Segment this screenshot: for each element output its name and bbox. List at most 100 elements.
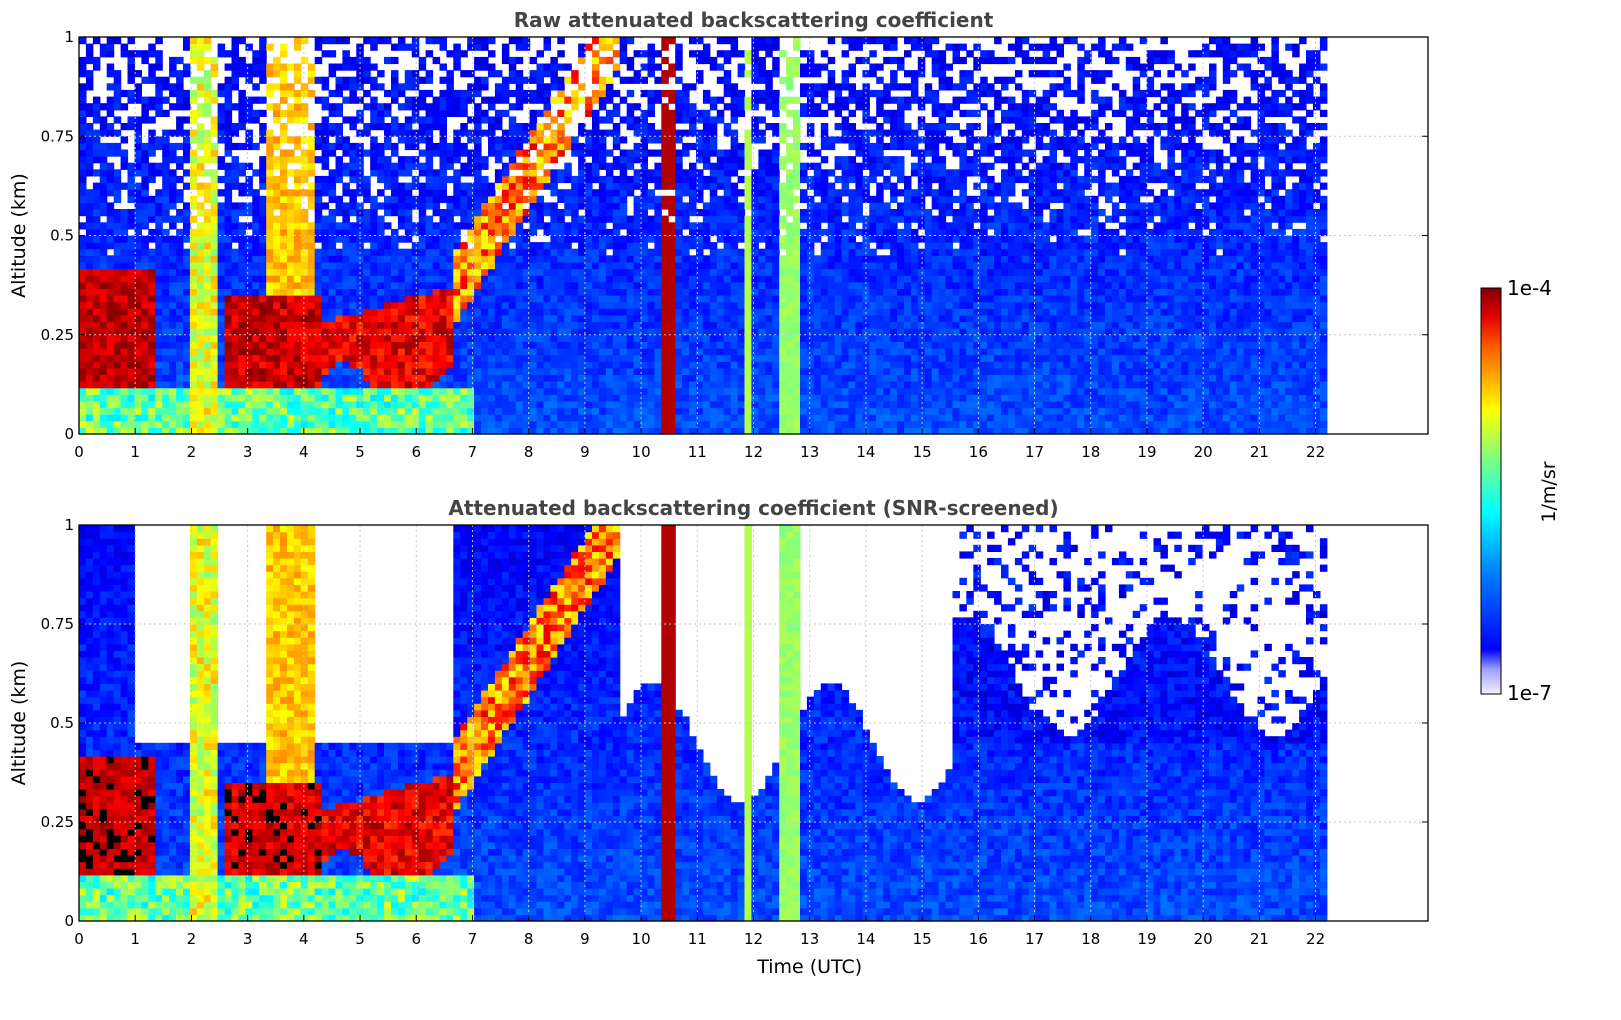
heatmap-cell [134,427,142,435]
heatmap-cell [557,228,565,237]
heatmap-cell [397,295,406,303]
heatmap-cell [120,50,129,58]
heatmap-cell [148,262,156,270]
heatmap-cell [404,202,413,210]
heatmap-cell [349,116,357,124]
heatmap-cell [120,182,129,190]
heatmap-cell [654,255,662,263]
heatmap-cell [758,215,766,223]
heatmap-cell [162,149,170,157]
heatmap-cell [356,96,364,104]
heatmap-cell [266,189,274,197]
heatmap-cell [259,96,267,104]
heatmap-cell [411,96,420,104]
heatmap-cell [273,70,281,78]
heatmap-cell [425,354,434,362]
heatmap-cell [99,103,108,111]
heatmap-cell [592,275,600,283]
heatmap-cell [439,308,447,316]
heatmap-cell [342,142,350,151]
heatmap-cell [702,348,711,356]
heatmap-cell [626,162,635,170]
heatmap-cell [120,361,129,369]
heatmap-cell [709,394,718,402]
heatmap-cell [370,374,378,382]
heatmap-cell [751,295,759,303]
heatmap-cell [134,374,142,382]
heatmap-cell [564,255,572,263]
heatmap-cell [370,222,378,230]
heatmap-cell [453,96,461,104]
heatmap-cell [702,301,711,309]
heatmap-cell [605,295,614,303]
heatmap-cell [391,228,399,237]
heatmap-cell [391,123,399,131]
heatmap-cell [335,142,343,151]
heatmap-cell [453,341,461,349]
heatmap-cell [92,142,101,151]
heatmap-cell [501,308,510,316]
heatmap-cell [564,116,572,124]
heatmap-cell [550,83,558,91]
heatmap-cell [363,175,371,184]
heatmap-cell [169,56,177,65]
heatmap-cell [501,387,510,395]
heatmap-cell [238,162,246,170]
heatmap-cell [730,268,739,276]
heatmap-cell [183,400,191,409]
heatmap-cell [342,374,350,382]
heatmap-cell [203,262,212,270]
heatmap-cell [176,301,184,309]
heatmap-cell [196,361,205,369]
heatmap-cell [106,215,115,223]
heatmap-cell [189,50,198,58]
heatmap-cell [79,89,87,98]
heatmap-cell [668,136,676,144]
heatmap-cell [598,43,607,51]
heatmap-cell [245,116,253,124]
heatmap-cell [612,103,621,111]
heatmap-cell [467,281,475,289]
heatmap-cell [224,255,233,263]
heatmap-cell [287,361,295,369]
heatmap-cell [578,374,586,382]
heatmap-cell [356,76,364,84]
heatmap-cell [328,235,337,243]
heatmap-cell [349,354,357,362]
heatmap-cell [106,381,115,389]
heatmap-cell [162,228,170,237]
heatmap-cell [238,37,246,45]
heatmap-cell [293,295,302,303]
heatmap-cell [723,321,732,329]
heatmap-cell [536,427,544,435]
heatmap-cell [342,268,350,276]
heatmap-cell [342,149,350,157]
heatmap-cell [474,427,482,435]
heatmap-cell [113,248,122,256]
heatmap-cell [259,348,267,356]
heatmap-cell [224,169,233,177]
heatmap-cell [592,288,600,296]
heatmap-cell [155,295,163,303]
heatmap-cell [737,215,746,223]
heatmap-cell [647,288,655,296]
heatmap-cell [626,156,635,164]
heatmap-cell [675,228,683,237]
heatmap-cell [113,149,122,157]
heatmap-cell [231,63,239,71]
heatmap-cell [155,314,163,323]
heatmap-cell [224,123,233,131]
heatmap-cell [127,268,135,276]
heatmap-cell [307,400,316,409]
heatmap-cell [467,381,475,389]
heatmap-cell [501,222,510,230]
heatmap-cell [585,334,593,342]
heatmap-cell [619,50,628,58]
heatmap-cell [543,381,551,389]
heatmap-cell [508,262,517,270]
heatmap-cell [134,222,142,230]
heatmap-cell [418,89,427,98]
heatmap-cell [522,129,531,137]
heatmap-cell [647,361,655,369]
heatmap-cell [106,420,115,428]
